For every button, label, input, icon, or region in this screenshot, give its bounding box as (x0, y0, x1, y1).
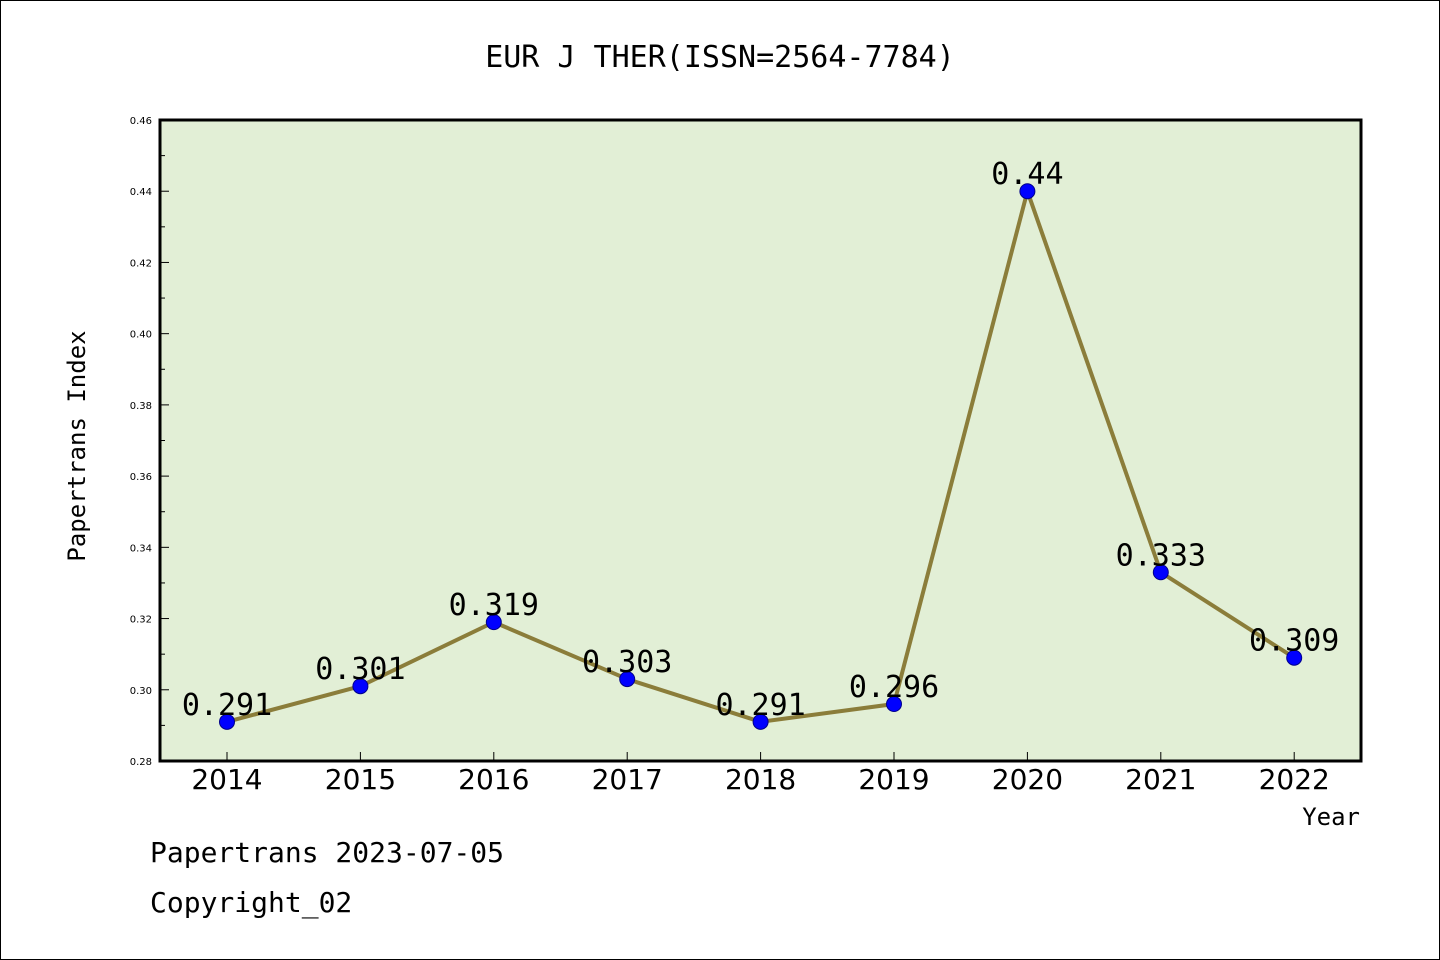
data-label: 0.44 (991, 157, 1063, 192)
y-tick-label: 0.36 (130, 472, 152, 483)
data-label: 0.296 (849, 670, 939, 705)
data-label: 0.319 (449, 588, 539, 623)
footer-date: Papertrans 2023-07-05 (150, 836, 505, 869)
y-tick-label: 0.40 (130, 330, 152, 341)
data-label: 0.333 (1116, 538, 1206, 573)
x-tick-label: 2015 (325, 763, 396, 796)
y-tick-label: 0.46 (130, 116, 152, 127)
x-tick-label: 2019 (858, 763, 929, 796)
footer-copyright: Copyright_02 (150, 886, 353, 919)
data-label: 0.291 (715, 688, 805, 723)
x-axis-label: Year (1302, 803, 1360, 831)
data-point (619, 671, 636, 688)
data-label: 0.309 (1249, 624, 1339, 659)
y-tick-label: 0.30 (130, 686, 152, 697)
chart-title: EUR J THER(ISSN=2564-7784) (485, 40, 955, 75)
data-label: 0.303 (582, 645, 672, 680)
data-point (1019, 183, 1036, 200)
y-tick-label: 0.42 (130, 258, 152, 269)
plot-border (158, 118, 1363, 763)
y-tick-label: 0.34 (130, 543, 152, 554)
y-axis-label: Papertrans Index (63, 330, 91, 561)
x-tick-label: 2014 (191, 763, 262, 796)
plot-area (160, 120, 1361, 761)
data-point (752, 713, 769, 730)
data-point (886, 696, 902, 713)
x-tick-label: 2018 (725, 763, 796, 796)
data-label: 0.291 (182, 688, 272, 723)
y-tick-label: 0.32 (130, 615, 152, 626)
y-tick-label: 0.44 (130, 187, 152, 198)
data-point (1286, 649, 1303, 666)
data-point (485, 614, 502, 631)
x-tick-label: 2020 (992, 763, 1063, 796)
y-tick-label: 0.38 (130, 401, 152, 412)
x-tick-label: 2021 (1125, 763, 1196, 796)
data-point (219, 713, 235, 730)
x-tick-label: 2017 (592, 763, 663, 796)
y-tick-label: 0.28 (130, 757, 152, 768)
x-tick-label: 2016 (458, 763, 529, 796)
data-label: 0.301 (315, 652, 405, 687)
data-point (1152, 564, 1169, 581)
x-tick-label: 2022 (1259, 763, 1330, 796)
data-point (352, 678, 369, 695)
